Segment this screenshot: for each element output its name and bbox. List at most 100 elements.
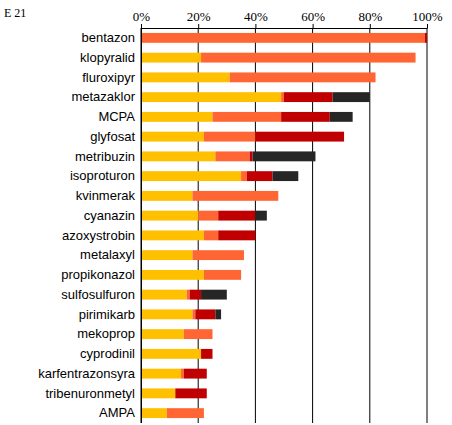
category-label: klopyralid [80,50,135,65]
tick: MCPA [98,109,141,124]
bar [184,329,213,339]
bar [375,72,376,82]
bar [255,211,266,221]
category-label: metribuzin [75,149,135,164]
bar [141,112,213,122]
category-label: glyfosat [90,129,135,144]
bar [201,290,227,300]
bar [212,329,213,339]
bar [278,191,279,201]
category-label: propikonazol [61,267,135,282]
bar [212,349,213,359]
tick-label: 40% [244,9,268,24]
bar [204,132,255,142]
tick: glyfosat [90,129,141,144]
bar [281,112,330,122]
tick-label: 80% [358,9,382,24]
bar [192,250,243,260]
bar [204,230,218,240]
tick: bentazon [82,30,142,45]
grid-line [141,28,142,423]
bar [344,132,345,142]
bar [206,369,207,379]
bar [141,329,184,339]
category-label: cyanazin [84,208,135,223]
tick-label: 20% [187,9,211,24]
bar [141,230,204,240]
tick: propikonazol [61,267,141,282]
bar [241,171,247,181]
tick: 0% [133,9,151,28]
bar [250,151,253,161]
tick: 60% [301,9,325,28]
bar [141,290,187,300]
bar [415,53,416,63]
tick-label: 0% [133,9,151,24]
tick: metribuzin [75,149,141,164]
grid-line [198,28,199,423]
bar [181,369,184,379]
tick: cyanazin [84,208,141,223]
bar [141,132,204,142]
bar [141,250,192,260]
tick-mark [255,24,256,28]
series [141,53,281,418]
bar [204,270,241,280]
bar [241,270,242,280]
bar [241,270,242,280]
bar [141,270,204,280]
grid-line [312,28,313,423]
series [141,33,425,418]
bar [253,151,316,161]
bar [141,211,198,221]
axis-line [141,28,142,423]
bar [247,171,273,181]
tick: 100% [412,9,443,28]
category-label: cyprodinil [80,346,135,361]
bar [415,53,416,63]
category-label: mekoprop [77,326,135,341]
bar [255,132,344,142]
bar [192,191,278,201]
bar [141,92,281,102]
tick-mark [141,24,142,28]
bar [195,309,215,319]
bar [141,388,175,398]
bar [206,388,207,398]
tick: cyprodinil [80,346,141,361]
bar [141,72,230,82]
category-label: bentazon [82,30,136,45]
tick: AMPA [99,405,141,420]
bar [175,388,206,398]
grid [141,28,427,423]
category-label: tribenuronmetyl [45,386,135,401]
bar [187,290,190,300]
series [175,33,427,398]
tick: 20% [187,9,211,28]
tick: 40% [244,9,268,28]
tick: 80% [358,9,382,28]
bar [141,171,241,181]
bar [184,369,207,379]
category-label: sulfosulfuron [61,287,135,302]
bar [281,92,284,102]
bar [427,33,428,43]
grid-line [369,28,370,423]
bar [215,309,221,319]
tick: tribenuronmetyl [45,386,141,401]
series [201,92,370,319]
tick: kvinmerak [76,188,141,203]
bar [203,408,204,418]
bar [278,191,279,201]
category-label: AMPA [99,405,135,420]
tick: karfentrazonsyra [38,366,141,381]
bar [273,171,299,181]
tick: sulfosulfuron [61,287,141,302]
bar [333,92,370,102]
tick: metalaxyl [80,247,141,262]
bar [141,369,181,379]
category-label: karfentrazonsyra [38,366,136,381]
bar [375,72,376,82]
tick-mark [313,24,314,28]
category-label: azoxystrobin [62,228,135,243]
